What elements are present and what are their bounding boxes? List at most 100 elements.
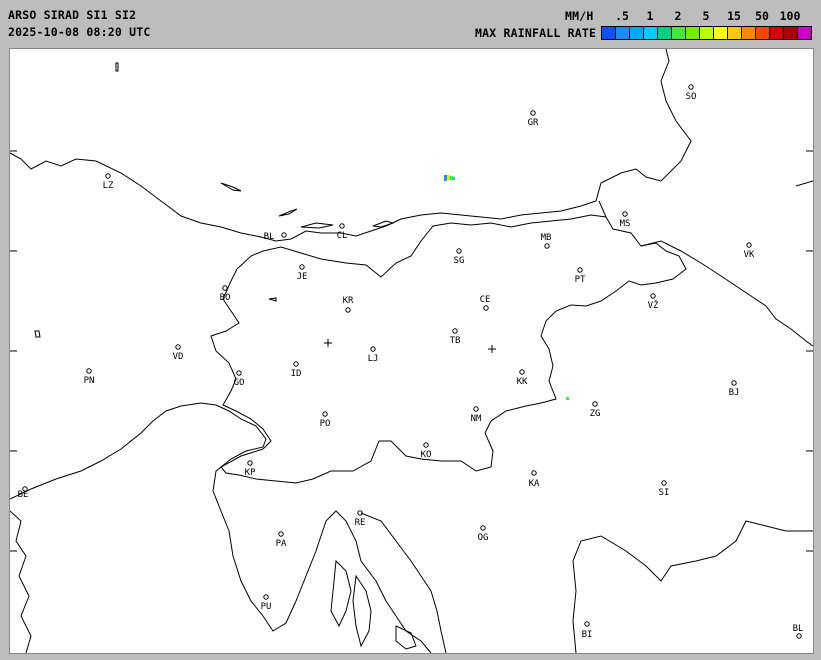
island-krk [330, 559, 352, 628]
border-slovenia [210, 214, 687, 484]
city-marker [731, 380, 737, 386]
map-svg: SO GR LZ BL CL MS MB SG VK JE PT BO VŽ KR CE TB VD LJ PN ID… [10, 49, 813, 653]
city-marker [452, 328, 458, 334]
city-po: PO [320, 411, 330, 429]
city-label: CL [337, 231, 348, 241]
city-go: GO [234, 370, 245, 388]
city-label: PN [84, 376, 95, 386]
legend-swatch [658, 27, 672, 39]
city-vž: VŽ [648, 293, 659, 311]
city-marker [473, 406, 479, 412]
city-marker [544, 243, 550, 249]
city-label: VK [744, 250, 755, 260]
city-ka: KA [529, 470, 540, 489]
legend-swatch [728, 27, 742, 39]
city-label: LZ [103, 181, 114, 191]
city-label: ID [291, 369, 302, 379]
city-label: KO [421, 450, 432, 460]
scale-label: 15 [727, 9, 741, 23]
lake-7 [34, 330, 41, 338]
city-marker [661, 480, 667, 486]
city-re: RE [355, 510, 365, 528]
city-label: GO [234, 378, 245, 388]
city-marker [531, 470, 537, 476]
city-marker [370, 346, 376, 352]
scale-label: 50 [755, 9, 769, 23]
city-marker [339, 223, 345, 229]
radar-sites [324, 339, 496, 353]
coastline-dalmatia [360, 512, 447, 653]
echo-cell [447, 175, 450, 180]
city-label: PU [261, 602, 272, 612]
city-bj: BJ [729, 380, 739, 398]
city-bo: BO [220, 285, 231, 303]
echo-cell [453, 177, 455, 180]
coastline-west [10, 402, 432, 653]
legend-swatch [770, 27, 784, 39]
borders [10, 49, 813, 653]
city-vd: VD [173, 344, 183, 362]
scale-label: 2 [674, 9, 682, 23]
city-label: BO [220, 293, 231, 303]
city-label: TB [450, 336, 461, 346]
legend-swatch [672, 27, 686, 39]
city-bl: BL [793, 624, 804, 639]
city-marker [345, 307, 351, 313]
lake-2 [278, 208, 298, 217]
legend-swatch [700, 27, 714, 39]
lake-4 [372, 220, 395, 228]
city-si: SI [659, 480, 669, 498]
units-label: MM/H [565, 9, 594, 23]
city-pa: PA [276, 531, 287, 549]
city-marker [281, 232, 287, 238]
city-marker [105, 173, 111, 179]
legend-swatch [602, 27, 616, 39]
city-lz: LZ [103, 173, 114, 191]
city-label: NM [471, 414, 482, 424]
city-kp: KP [245, 460, 256, 478]
city-label: PA [276, 539, 287, 549]
legend-swatch [644, 27, 658, 39]
city-marker [299, 264, 305, 270]
city-label: SO [686, 92, 697, 102]
city-marker [584, 621, 590, 627]
city-label: BL [793, 624, 804, 634]
legend-swatch [714, 27, 728, 39]
city-marker [22, 486, 28, 492]
city-marker [322, 411, 328, 417]
city-label: LJ [368, 354, 379, 364]
lake-3 [300, 222, 334, 229]
city-marker [278, 531, 284, 537]
city-marker [483, 305, 489, 311]
city-label: KR [343, 296, 354, 306]
radar-map[interactable]: SO GR LZ BL CL MS MB SG VK JE PT BO VŽ KR CE TB VD LJ PN ID… [9, 48, 814, 654]
radar-echoes [444, 175, 569, 400]
city-marker [293, 361, 299, 367]
city-be: BE [18, 486, 28, 500]
city-gr: GR [528, 110, 539, 128]
city-label: PT [575, 275, 586, 285]
city-label: ZG [590, 409, 601, 419]
city-bi: BI [582, 621, 592, 640]
city-cl: CL [337, 223, 348, 241]
city-marker [688, 84, 694, 90]
city-label: BL [264, 232, 275, 242]
city-pu: PU [261, 594, 272, 612]
border-north [10, 49, 692, 242]
city-vk: VK [744, 242, 755, 260]
timestamp: 2025-10-08 08:20 UTC [8, 25, 151, 39]
city-label: JE [297, 272, 308, 282]
city-ko: KO [421, 442, 432, 460]
legend-swatch [616, 27, 630, 39]
lake-5 [268, 297, 277, 302]
city-marker [236, 370, 242, 376]
city-og: OG [478, 525, 489, 543]
city-label: OG [478, 533, 489, 543]
legend-title: MAX RAINFALL RATE [475, 26, 597, 40]
city-marker [175, 344, 181, 350]
city-je: JE [297, 264, 308, 282]
echo-cell [566, 397, 569, 400]
radar-site-marker [488, 345, 496, 353]
frame-ticks [10, 150, 813, 552]
city-label: MB [541, 233, 552, 243]
